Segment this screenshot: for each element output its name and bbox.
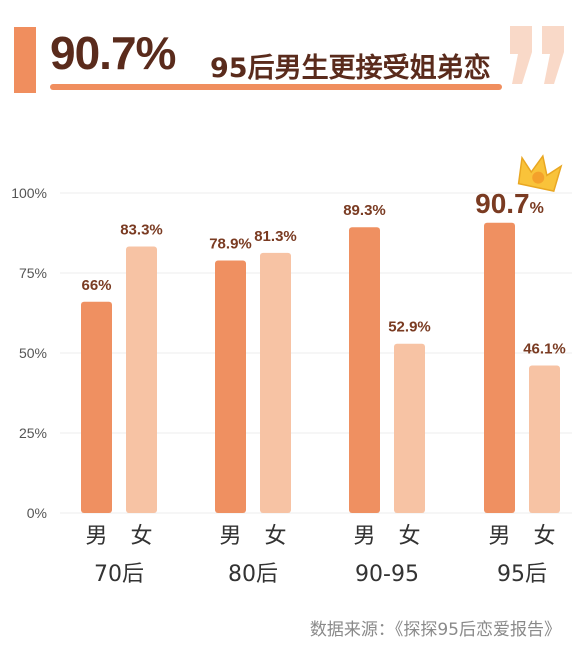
bar-female	[126, 246, 157, 513]
bar-gender-label: 女	[264, 524, 286, 549]
x-category-label: 70后	[94, 562, 144, 587]
bar-gender-label: 女	[398, 524, 420, 549]
data-label: 78.9%	[209, 236, 252, 253]
y-tick-label: 75%	[19, 265, 47, 281]
headline-underline	[50, 84, 502, 90]
data-label: 83.3%	[120, 221, 163, 238]
bar-gender-label: 女	[533, 524, 555, 549]
y-tick-label: 25%	[19, 425, 47, 441]
bar-female	[394, 343, 425, 513]
x-category-label: 90-95	[355, 562, 419, 587]
crown-icon	[517, 154, 563, 193]
bar-gender-label: 男	[353, 524, 375, 549]
data-label: 89.3%	[343, 202, 386, 219]
bar-gender-label: 女	[130, 524, 152, 549]
y-tick-label: 0%	[27, 505, 47, 521]
headline: 90.7% 95后男生更接受姐弟恋	[0, 0, 575, 110]
crown-gem	[532, 171, 545, 184]
data-label: 66%	[81, 277, 111, 294]
data-label-highlight: 90.7%	[475, 188, 544, 219]
y-tick-label: 50%	[19, 345, 47, 361]
bar-gender-label: 男	[488, 524, 510, 549]
bar-female	[529, 365, 560, 513]
data-label: 52.9%	[388, 319, 431, 336]
data-source: 数据来源：《探探95后恋爱报告》	[309, 620, 561, 640]
headline-percent: 90.7%	[50, 27, 176, 79]
accent-bar	[14, 27, 36, 93]
x-category-label: 80后	[228, 562, 278, 587]
x-category-label: 95后	[497, 562, 547, 587]
bar-male	[215, 260, 246, 513]
data-label: 46.1%	[523, 340, 566, 357]
bar-chart: 0% 25% 50% 75% 100% 66% 男 78.9% 男 89.3% 男 90.7% 男 83…	[11, 154, 572, 587]
bar-male	[349, 227, 380, 513]
bar-male	[484, 222, 515, 513]
headline-title: 95后男生更接受姐弟恋	[210, 53, 491, 84]
bar-gender-label: 男	[219, 524, 241, 549]
bar-female	[260, 252, 291, 513]
quote-mark-icon	[510, 26, 564, 84]
y-tick-label: 100%	[11, 185, 47, 201]
bar-male	[81, 301, 112, 513]
bar-gender-label: 男	[85, 524, 107, 549]
data-label: 81.3%	[254, 228, 297, 245]
